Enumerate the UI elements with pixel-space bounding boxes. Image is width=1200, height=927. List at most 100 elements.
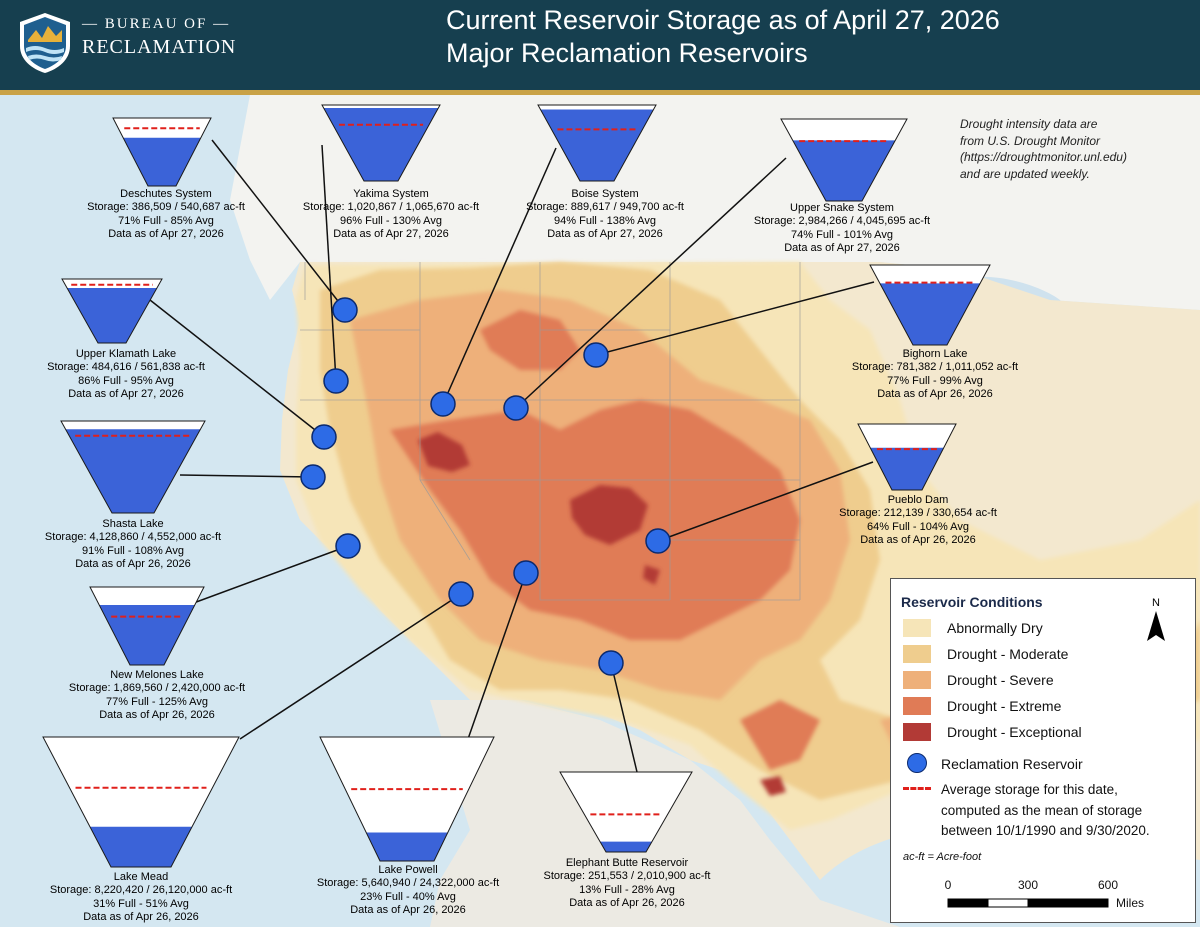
reservoir-dot[interactable] — [332, 297, 358, 323]
reservoir-storage: Storage: 386,509 / 540,687 ac-ft — [87, 201, 245, 214]
reservoir-name: Upper Snake System — [790, 202, 894, 214]
funnel-border — [559, 771, 693, 853]
caption-boise: Boise System Storage: 889,617 / 949,700 … — [500, 188, 710, 242]
reservoir-name: Deschutes System — [120, 188, 212, 200]
reclamation-logo-icon — [20, 13, 70, 73]
funnel-outline — [320, 737, 494, 861]
caption-new-melones: New Melones Lake Storage: 1,869,560 / 2,… — [52, 669, 262, 723]
caption-lake-mead: Lake Mead Storage: 8,220,420 / 26,120,00… — [26, 871, 256, 925]
leader-line — [179, 545, 349, 609]
legend-swatch-abnormally-dry — [903, 619, 931, 637]
leader-line — [211, 139, 346, 311]
reservoir-dot[interactable] — [583, 342, 609, 368]
reservoir-date: Data as of Apr 27, 2026 — [547, 228, 663, 241]
header-bar: — BUREAU OF — RECLAMATION Current Reserv… — [0, 0, 1200, 90]
map-subtitle: Major Reclamation Reservoirs — [446, 38, 808, 68]
reservoir-dot[interactable] — [430, 391, 456, 417]
reservoir-funnels — [42, 104, 991, 868]
state-boundaries — [300, 262, 801, 601]
reservoir-storage: Storage: 5,640,940 / 24,322,000 ac-ft — [316, 877, 500, 890]
storage-fill — [323, 108, 439, 181]
caption-pueblo: Pueblo Dam Storage: 212,139 / 330,654 ac… — [818, 494, 1018, 548]
legend-label: Drought - Exceptional — [947, 724, 1082, 740]
reservoir-percent: 94% Full - 138% Avg — [554, 214, 656, 227]
legend-swatch-extreme — [903, 697, 931, 715]
reservoir-dot[interactable] — [323, 368, 349, 394]
note-line: (https://droughtmonitor.unl.edu) — [960, 150, 1127, 164]
scale-label-0: 0 — [945, 878, 952, 892]
reservoir-dot[interactable] — [311, 424, 337, 450]
reservoir-name: Shasta Lake — [102, 518, 164, 530]
leader-line — [442, 147, 557, 405]
reservoir-storage: Storage: 1,020,867 / 1,065,670 ac-ft — [302, 201, 480, 214]
caption-deschutes: Deschutes System Storage: 386,509 / 540,… — [66, 188, 266, 242]
legend-label: Drought - Moderate — [947, 646, 1069, 662]
funnel-border — [857, 423, 957, 491]
reservoir-storage: Storage: 2,984,266 / 4,045,695 ac-ft — [753, 215, 931, 228]
north-label: N — [1152, 597, 1160, 609]
reservoir-percent: 77% Full - 99% Avg — [887, 374, 983, 387]
reservoir-date: Data as of Apr 26, 2026 — [75, 558, 191, 571]
legend-average-text: Average storage for this date, computed … — [941, 780, 1150, 842]
reservoir-percent: 96% Full - 130% Avg — [340, 214, 442, 227]
agency-name-top: — BUREAU OF — — [82, 16, 231, 32]
leader-line — [657, 461, 874, 542]
legend-acft-note: ac-ft = Acre-foot — [903, 851, 982, 863]
reservoir-dot[interactable] — [300, 464, 326, 490]
legend-average-line: between 10/1/1990 and 9/30/2020. — [941, 823, 1150, 838]
storage-fill — [65, 429, 201, 513]
legend-label: Abnormally Dry — [947, 620, 1043, 636]
reservoir-percent: 31% Full - 51% Avg — [93, 897, 189, 910]
leader-line — [515, 157, 787, 409]
reservoir-name: Yakima System — [353, 188, 429, 200]
reservoir-funnel — [857, 423, 957, 491]
leader-line — [595, 281, 875, 356]
leader-line — [321, 144, 337, 382]
reservoir-dot[interactable] — [598, 650, 624, 676]
reservoir-funnel — [537, 104, 657, 182]
note-line: Drought intensity data are — [960, 117, 1098, 131]
legend-title: Reservoir Conditions — [901, 594, 1043, 610]
caption-elephant-butte: Elephant Butte Reservoir Storage: 251,55… — [522, 857, 732, 911]
scale-bar: 0 300 600 Miles — [945, 878, 1144, 910]
reservoir-percent: 23% Full - 40% Avg — [360, 890, 456, 903]
reservoir-funnel — [42, 736, 240, 868]
legend-label: Drought - Severe — [947, 672, 1054, 688]
reservoir-date: Data as of Apr 27, 2026 — [108, 228, 224, 241]
legend-reservoir-dot-icon — [907, 753, 927, 773]
leader-line — [467, 572, 527, 740]
caption-lake-powell: Lake Powell Storage: 5,640,940 / 24,322,… — [293, 864, 523, 918]
funnel-border — [42, 736, 240, 868]
reservoir-date: Data as of Apr 27, 2026 — [68, 388, 184, 401]
reservoir-storage: Storage: 1,869,560 / 2,420,000 ac-ft — [68, 682, 246, 695]
legend-label: Drought - Extreme — [947, 698, 1062, 714]
drought-data-note: Drought intensity data are from U.S. Dro… — [960, 116, 1127, 182]
reservoir-date: Data as of Apr 26, 2026 — [83, 911, 199, 924]
reservoir-storage: Storage: 781,382 / 1,011,052 ac-ft — [851, 361, 1019, 374]
reservoir-name: Boise System — [571, 188, 639, 200]
reservoir-funnel — [61, 278, 163, 344]
reservoir-dot[interactable] — [503, 395, 529, 421]
reservoir-name: Elephant Butte Reservoir — [565, 857, 689, 869]
legend-swatch-moderate — [903, 645, 931, 663]
reservoir-percent: 86% Full - 95% Avg — [78, 374, 174, 387]
reservoir-dot[interactable] — [448, 581, 474, 607]
reservoir-date: Data as of Apr 27, 2026 — [333, 228, 449, 241]
funnel-border — [537, 104, 657, 182]
legend-reservoir-label: Reclamation Reservoir — [941, 756, 1083, 772]
reservoir-dot[interactable] — [335, 533, 361, 559]
reservoir-funnel — [869, 264, 991, 346]
reservoir-percent: 91% Full - 108% Avg — [82, 544, 184, 557]
reservoir-funnel — [780, 118, 908, 202]
reservoir-dot[interactable] — [645, 528, 671, 554]
scale-label-600: 600 — [1098, 878, 1118, 892]
reservoir-dot[interactable] — [513, 560, 539, 586]
leader-line — [149, 299, 325, 438]
reservoir-funnel — [319, 736, 495, 862]
storage-fill — [540, 109, 654, 181]
storage-fill — [600, 841, 652, 852]
scale-label-300: 300 — [1018, 878, 1038, 892]
reservoir-date: Data as of Apr 26, 2026 — [569, 897, 685, 910]
reservoir-date: Data as of Apr 27, 2026 — [784, 242, 900, 255]
